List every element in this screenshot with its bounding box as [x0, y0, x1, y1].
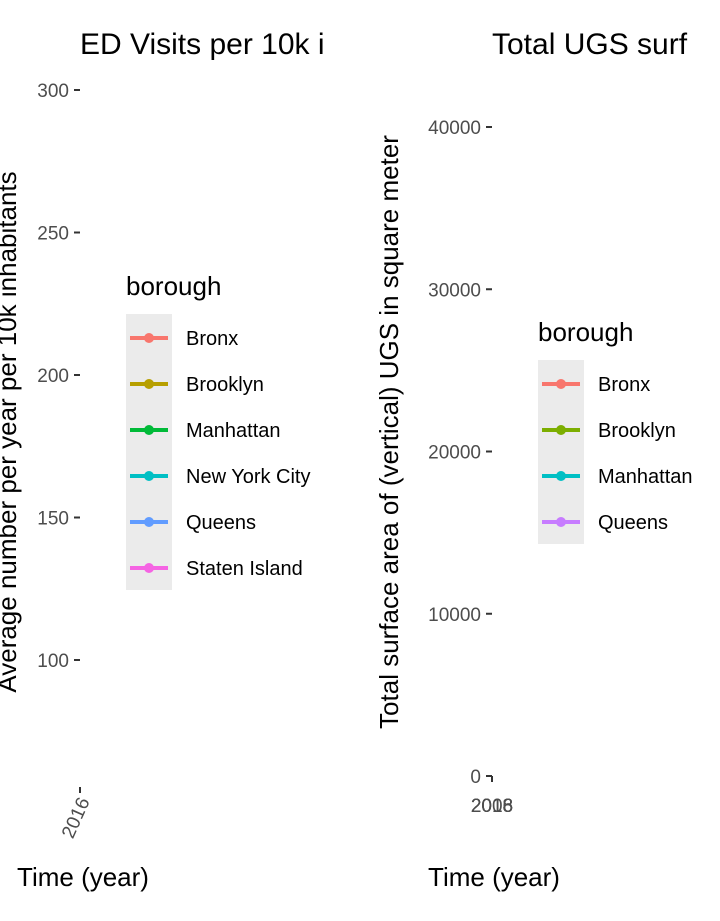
legend-key-point: [144, 425, 154, 435]
legend-key-point: [144, 333, 154, 343]
x-axis-title: Time (year): [17, 862, 149, 892]
legend-key-point: [556, 425, 566, 435]
x-axis-title: Time (year): [428, 862, 560, 892]
chart-panel-ugs-surface: Total UGS surf Total surface area of (ve…: [374, 28, 693, 892]
y-axis-title: Average number per year per 10k inhabita…: [0, 171, 22, 692]
y-axis: 0 10000 20000 30000 40000: [428, 118, 492, 788]
legend-label: Bronx: [186, 328, 238, 350]
x-tick-label: 2016: [471, 796, 513, 817]
legend-title: borough: [126, 271, 221, 301]
legend-label: Manhattan: [598, 466, 693, 488]
chart-title: Total UGS surf: [492, 28, 688, 61]
y-tick-label: 10000: [428, 605, 481, 626]
y-tick-label: 300: [37, 81, 69, 102]
y-tick-label: 150: [37, 509, 69, 530]
legend-label: Bronx: [598, 374, 650, 396]
y-tick-label: 20000: [428, 443, 481, 464]
legend: borough Bronx Brooklyn Manhattan New York C…: [126, 271, 311, 590]
x-tick-label: 2018: [471, 796, 513, 817]
legend-key-background: [538, 360, 584, 544]
legend-key-point: [556, 379, 566, 389]
x-axis: 2016: [58, 787, 95, 842]
y-tick-label: 250: [37, 224, 69, 245]
legend-key-point: [556, 471, 566, 481]
chart-panel-ed-visits: ED Visits per 10k i Average number per y…: [0, 28, 325, 892]
y-axis: 100 150 200 250 300: [37, 81, 80, 672]
legend-key-background: [126, 314, 172, 590]
x-tick-label: 2008: [471, 796, 513, 817]
legend-label: Queens: [598, 512, 668, 534]
legend-label: Staten Island: [186, 558, 303, 580]
legend-label: Queens: [186, 512, 256, 534]
y-tick-label: 0: [470, 767, 481, 788]
legend: borough Bronx Brooklyn Manhattan Queens: [538, 317, 693, 544]
y-tick-label: 30000: [428, 280, 481, 301]
legend-label: Manhattan: [186, 420, 281, 442]
y-axis-title: Total surface area of (vertical) UGS in …: [374, 135, 404, 729]
legend-title: borough: [538, 317, 633, 347]
legend-key-point: [144, 563, 154, 573]
legend-key-point: [556, 517, 566, 527]
y-tick-label: 200: [37, 366, 69, 387]
y-tick-label: 40000: [428, 118, 481, 139]
x-tick-label: 2016: [58, 794, 94, 841]
legend-key-point: [144, 379, 154, 389]
legend-label: Brooklyn: [598, 420, 676, 442]
y-tick-label: 100: [37, 651, 69, 672]
legend-key-point: [144, 471, 154, 481]
legend-label: Brooklyn: [186, 374, 264, 396]
legend-label: New York City: [186, 466, 311, 488]
chart-title: ED Visits per 10k i: [80, 28, 325, 61]
legend-key-point: [144, 517, 154, 527]
